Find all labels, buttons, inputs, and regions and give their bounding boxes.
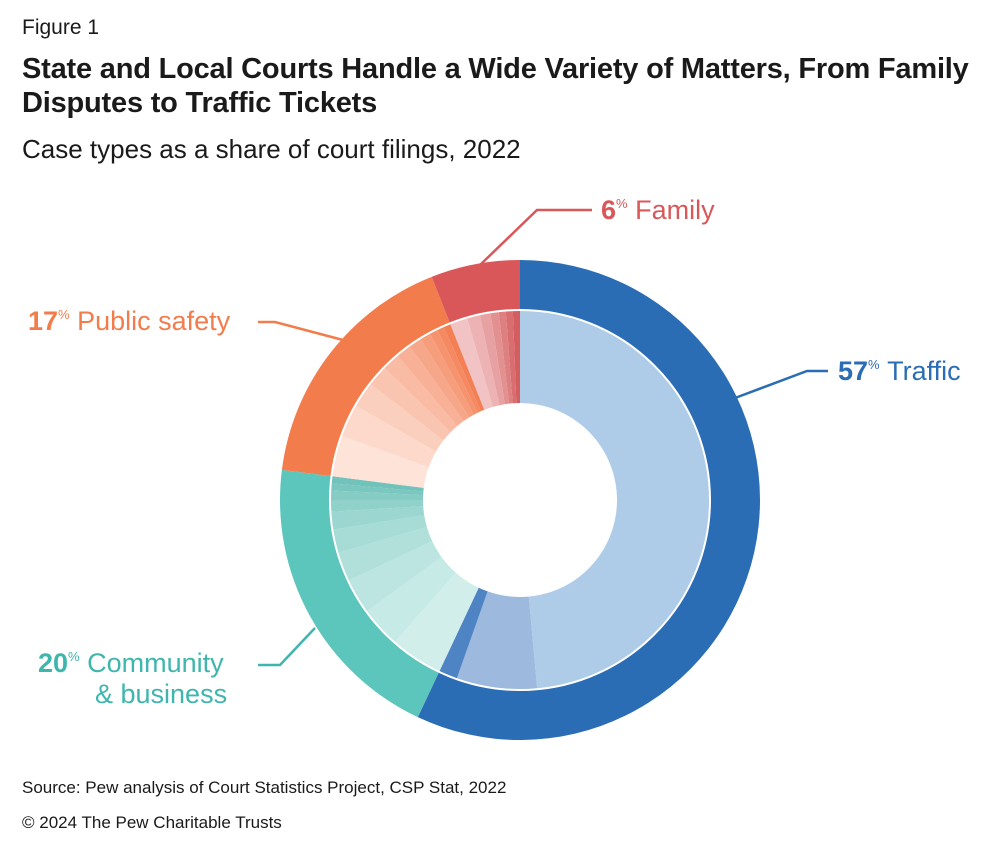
- outer-slice-public-safety: [281, 276, 451, 477]
- label-pct-sign-public-safety: %: [58, 307, 70, 322]
- figure-label: Figure 1: [22, 16, 100, 39]
- inner-slice-family-7: [512, 310, 520, 404]
- label-pct-public-safety: 17: [28, 306, 58, 336]
- inner-ring: [330, 310, 710, 691]
- inner-slice-public-safety-9: [429, 329, 478, 415]
- inner-slice-public-safety-10: [436, 326, 481, 413]
- leader-line-community-business: [258, 627, 316, 667]
- label-pct-traffic: 57: [838, 356, 868, 386]
- chart-subtitle: Case types as a share of court filings, …: [22, 134, 521, 164]
- source-note: Source: Pew analysis of Court Statistics…: [22, 778, 507, 797]
- inner-slice-family-1: [450, 317, 493, 410]
- category-labels: 57% Traffic 20% Community& business 17% Pu…: [28, 195, 961, 709]
- ring-divider: [329, 309, 711, 691]
- inner-slice-family-2: [466, 314, 500, 407]
- label-name-line2-community-business: & business: [95, 679, 227, 709]
- inner-slice-public-safety-1: [331, 435, 429, 488]
- inner-slice-traffic-1: [520, 310, 710, 690]
- copyright-note: © 2024 The Pew Charitable Trusts: [22, 813, 282, 832]
- leader-line-traffic: [734, 369, 828, 400]
- inner-slice-community-business-5: [332, 515, 427, 554]
- inner-slice-public-safety-3: [355, 383, 444, 452]
- chart-title: State and Local Courts Handle a Wide Var…: [22, 53, 969, 119]
- label-pct-sign-community-business: %: [68, 649, 80, 664]
- label-name-community-business: Community: [80, 648, 225, 678]
- label-pct-sign-traffic: %: [868, 357, 880, 372]
- leader-lines: [258, 208, 828, 667]
- inner-slice-public-safety-6: [397, 345, 464, 427]
- outer-slice-family: [431, 260, 520, 324]
- inner-slice-community-business-9: [330, 483, 424, 496]
- outer-slice-community-business: [280, 469, 440, 718]
- inner-slice-family-3: [479, 312, 505, 406]
- label-pct-family: 6: [601, 195, 616, 225]
- inner-slice-public-safety-5: [383, 355, 458, 433]
- inner-slice-public-safety-4: [369, 367, 451, 441]
- inner-slice-community-business-3: [348, 541, 442, 612]
- inner-slice-public-safety-7: [409, 338, 470, 422]
- inner-slice-community-business-1: [394, 572, 479, 672]
- label-traffic: 57% Traffic: [838, 356, 961, 386]
- inner-slice-family-4: [490, 311, 510, 405]
- inner-slice-community-business-4: [337, 527, 433, 581]
- inner-slice-community-business-10: [330, 476, 424, 492]
- label-public-safety: 17% Public safety: [28, 306, 231, 336]
- label-name-public-safety: Public safety: [70, 306, 231, 336]
- inner-slice-traffic-3: [439, 587, 488, 680]
- label-name-traffic: Traffic: [880, 356, 961, 386]
- label-community-business: 20% Community: [38, 648, 224, 678]
- inner-slice-community-business-2: [366, 557, 456, 643]
- outer-slice-traffic: [417, 260, 760, 740]
- inner-slice-community-business-7: [330, 500, 424, 512]
- outer-ring: [280, 260, 760, 740]
- inner-slice-family-6: [505, 310, 517, 404]
- label-pct-sign-family: %: [616, 196, 628, 211]
- inner-slice-family-5: [498, 310, 513, 404]
- label-pct-community-business: 20: [38, 648, 68, 678]
- inner-slice-community-business-8: [330, 490, 424, 500]
- inner-slice-public-safety-11: [443, 323, 485, 412]
- inner-slice-public-safety-8: [420, 332, 474, 418]
- inner-slice-community-business-6: [330, 506, 425, 530]
- leader-line-family: [479, 208, 592, 266]
- label-name-family: Family: [628, 195, 715, 225]
- leader-line-public-safety: [258, 320, 344, 342]
- inner-slice-traffic-2: [456, 591, 538, 691]
- inner-slice-public-safety-2: [341, 405, 436, 468]
- label-family: 6% Family: [601, 195, 715, 225]
